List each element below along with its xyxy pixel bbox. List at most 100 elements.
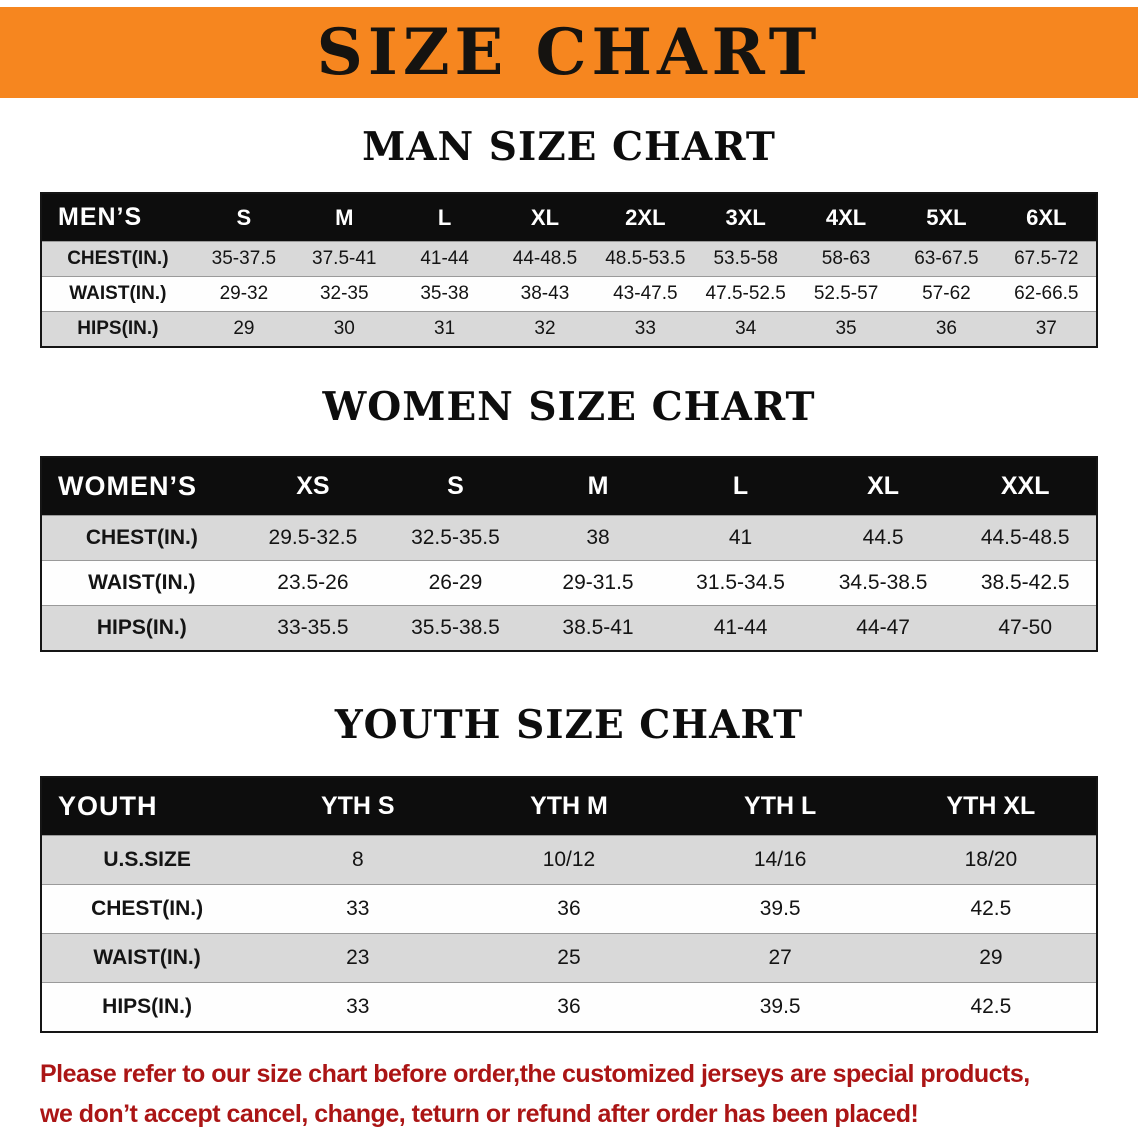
row-label-cell: HIPS(IN.) xyxy=(41,982,253,1032)
value-cell: 63-67.5 xyxy=(896,241,997,277)
value-cell: 29-31.5 xyxy=(526,560,670,606)
table-row: CHEST(IN.) 33 36 39.5 42.5 xyxy=(41,884,1097,934)
value-cell: 43-47.5 xyxy=(595,276,696,312)
size-column-header: YTH L xyxy=(674,777,886,836)
value-cell: 8 xyxy=(252,835,464,885)
row-label-cell: U.S.SIZE xyxy=(41,835,253,885)
size-column-header: M xyxy=(294,193,395,242)
value-cell: 42.5 xyxy=(885,884,1097,934)
size-chart-page: SIZE CHART MAN SIZE CHART MEN’S S M L XL 2XL 3… xyxy=(0,7,1138,1131)
value-cell: 38.5-42.5 xyxy=(954,560,1097,606)
table-row: CHEST(IN.) 35-37.5 37.5-41 41-44 44-48.5 48.5… xyxy=(41,241,1097,277)
footer-note: Please refer to our size chart before or… xyxy=(40,1059,1108,1131)
table-header-row: WOMEN’S XS S M L XL XXL xyxy=(41,457,1097,516)
women-size-table: WOMEN’S XS S M L XL XXL CHEST(IN.) 29.5-32.5 32.5… xyxy=(40,456,1098,652)
row-label-cell: CHEST(IN.) xyxy=(41,241,194,277)
value-cell: 44-47 xyxy=(811,605,955,651)
value-cell: 26-29 xyxy=(384,560,527,606)
note-line-2: we don’t accept cancel, change, teturn o… xyxy=(40,1100,919,1129)
row-label-cell: WAIST(IN.) xyxy=(41,276,194,312)
size-column-header: S xyxy=(193,193,295,242)
value-cell: 44.5-48.5 xyxy=(954,515,1097,561)
size-column-header: 4XL xyxy=(795,193,897,242)
value-cell: 10/12 xyxy=(463,835,675,885)
value-cell: 37 xyxy=(996,311,1097,347)
value-cell: 37.5-41 xyxy=(294,241,395,277)
size-column-header: 2XL xyxy=(595,193,696,242)
value-cell: 62-66.5 xyxy=(996,276,1097,312)
value-cell: 38.5-41 xyxy=(526,605,670,651)
value-cell: 36 xyxy=(896,311,997,347)
size-column-header: S xyxy=(384,457,527,516)
table-title-cell: MEN’S xyxy=(41,193,194,242)
size-column-header: YTH S xyxy=(252,777,464,836)
size-column-header: L xyxy=(394,193,495,242)
value-cell: 41-44 xyxy=(394,241,495,277)
youth-section: YOUTH SIZE CHART YOUTH YTH S YTH M YTH L YTH… xyxy=(0,702,1138,1033)
value-cell: 33-35.5 xyxy=(241,605,385,651)
value-cell: 29-32 xyxy=(193,276,295,312)
value-cell: 23.5-26 xyxy=(241,560,385,606)
men-section: MAN SIZE CHART MEN’S S M L XL 2XL 3XL 4XL 5XL 6XL… xyxy=(0,124,1138,348)
value-cell: 34 xyxy=(695,311,796,347)
value-cell: 27 xyxy=(674,933,886,983)
value-cell: 23 xyxy=(252,933,464,983)
value-cell: 14/16 xyxy=(674,835,886,885)
value-cell: 36 xyxy=(463,982,675,1032)
table-header-row: MEN’S S M L XL 2XL 3XL 4XL 5XL 6XL xyxy=(41,193,1097,242)
value-cell: 35 xyxy=(795,311,897,347)
value-cell: 47.5-52.5 xyxy=(695,276,796,312)
value-cell: 33 xyxy=(252,982,464,1032)
value-cell: 44.5 xyxy=(811,515,955,561)
value-cell: 31 xyxy=(394,311,495,347)
value-cell: 36 xyxy=(463,884,675,934)
row-label-cell: CHEST(IN.) xyxy=(41,515,242,561)
value-cell: 53.5-58 xyxy=(695,241,796,277)
value-cell: 31.5-34.5 xyxy=(669,560,812,606)
value-cell: 38 xyxy=(526,515,670,561)
banner: SIZE CHART xyxy=(0,7,1138,98)
value-cell: 29 xyxy=(193,311,295,347)
value-cell: 30 xyxy=(294,311,395,347)
value-cell: 57-62 xyxy=(896,276,997,312)
size-column-header: YTH XL xyxy=(885,777,1097,836)
value-cell: 52.5-57 xyxy=(795,276,897,312)
table-row: HIPS(IN.) 29 30 31 32 33 34 35 36 37 xyxy=(41,311,1097,347)
value-cell: 32.5-35.5 xyxy=(384,515,527,561)
size-column-header: L xyxy=(669,457,812,516)
table-title-cell: YOUTH xyxy=(41,777,253,836)
men-section-heading: MAN SIZE CHART xyxy=(362,124,776,170)
value-cell: 47-50 xyxy=(954,605,1097,651)
value-cell: 35-37.5 xyxy=(193,241,295,277)
table-row: HIPS(IN.) 33 36 39.5 42.5 xyxy=(41,982,1097,1032)
table-row: WAIST(IN.) 29-32 32-35 35-38 38-43 43-47.5 47.… xyxy=(41,276,1097,312)
women-section-heading: WOMEN SIZE CHART xyxy=(322,384,816,430)
row-label-cell: WAIST(IN.) xyxy=(41,933,253,983)
value-cell: 29.5-32.5 xyxy=(241,515,385,561)
value-cell: 35.5-38.5 xyxy=(384,605,527,651)
row-label-cell: HIPS(IN.) xyxy=(41,311,194,347)
value-cell: 18/20 xyxy=(885,835,1097,885)
value-cell: 33 xyxy=(252,884,464,934)
size-column-header: XL xyxy=(811,457,955,516)
table-title-cell: WOMEN’S xyxy=(41,457,242,516)
size-column-header: 5XL xyxy=(896,193,997,242)
table-row: HIPS(IN.) 33-35.5 35.5-38.5 38.5-41 41-44 44-… xyxy=(41,605,1097,651)
size-column-header: XS xyxy=(241,457,385,516)
row-label-cell: WAIST(IN.) xyxy=(41,560,242,606)
size-column-header: XL xyxy=(494,193,596,242)
value-cell: 32-35 xyxy=(294,276,395,312)
women-section: WOMEN SIZE CHART WOMEN’S XS S M L XL XXL CHEST(… xyxy=(0,384,1138,652)
size-column-header: XXL xyxy=(954,457,1097,516)
value-cell: 29 xyxy=(885,933,1097,983)
value-cell: 38-43 xyxy=(494,276,596,312)
value-cell: 35-38 xyxy=(394,276,495,312)
value-cell: 25 xyxy=(463,933,675,983)
table-row: CHEST(IN.) 29.5-32.5 32.5-35.5 38 41 44.5 44.5… xyxy=(41,515,1097,561)
size-column-header: 3XL xyxy=(695,193,796,242)
row-label-cell: CHEST(IN.) xyxy=(41,884,253,934)
table-row: U.S.SIZE 8 10/12 14/16 18/20 xyxy=(41,835,1097,885)
value-cell: 33 xyxy=(595,311,696,347)
table-header-row: YOUTH YTH S YTH M YTH L YTH XL xyxy=(41,777,1097,836)
value-cell: 41 xyxy=(669,515,812,561)
